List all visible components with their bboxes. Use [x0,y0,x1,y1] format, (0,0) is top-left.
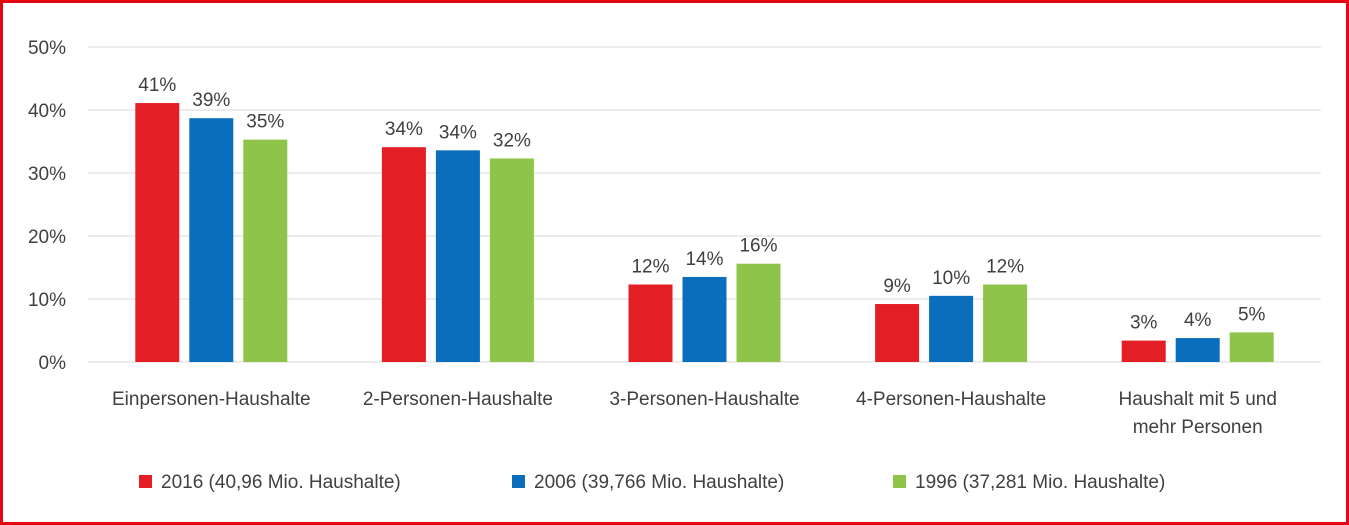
legend-swatch [893,475,906,488]
bar [682,276,727,362]
category-label: Einpersonen-Haushalte [112,389,311,410]
bar [243,139,288,362]
y-tick-label: 30% [28,164,66,185]
data-label: 4% [1184,310,1212,331]
data-label: 16% [739,236,777,257]
data-label: 5% [1238,304,1266,325]
bar [736,263,781,362]
data-label: 41% [138,75,176,96]
category-label: 4-Personen-Haushalte [856,389,1046,410]
bar [489,158,534,362]
data-label: 34% [439,122,477,143]
legend-swatch [139,475,152,488]
bar [189,118,234,362]
bar [135,103,180,362]
data-label: 39% [192,90,230,111]
y-tick-label: 50% [28,38,66,59]
data-label: 12% [631,257,669,278]
y-tick-label: 40% [28,101,66,122]
bar [628,284,673,362]
bar-chart: 0% 10% 20% 30% 40% 50% 41% 39% 35% Einpersonen-Ha… [28,38,1321,493]
data-label: 3% [1130,313,1158,334]
legend-label: 2006 (39,766 Mio. Haushalte) [534,472,784,493]
bar [1175,338,1220,362]
legend-label: 2016 (40,96 Mio. Haushalte) [161,472,401,493]
legend-swatch [512,475,525,488]
category-label: 2-Personen-Haushalte [363,389,553,410]
category-label: 3-Personen-Haushalte [609,389,799,410]
category-label: Haushalt mit 5 und [1118,389,1276,410]
legend-label: 1996 (37,281 Mio. Haushalte) [915,472,1165,493]
bar [1229,332,1274,362]
bar [929,295,974,362]
data-label: 32% [493,131,531,152]
bar [435,150,480,362]
y-tick-label: 0% [39,353,67,374]
data-label: 12% [986,257,1024,278]
data-label: 14% [685,249,723,270]
y-tick-label: 10% [28,290,66,311]
data-label: 34% [385,119,423,140]
y-tick-label: 20% [28,227,66,248]
data-label: 35% [246,112,284,133]
bar [983,284,1028,362]
bar [1121,340,1166,362]
data-label: 10% [932,268,970,289]
bar [875,304,920,362]
bar [381,147,426,362]
data-label: 9% [883,276,911,297]
category-label: mehr Personen [1133,417,1263,438]
